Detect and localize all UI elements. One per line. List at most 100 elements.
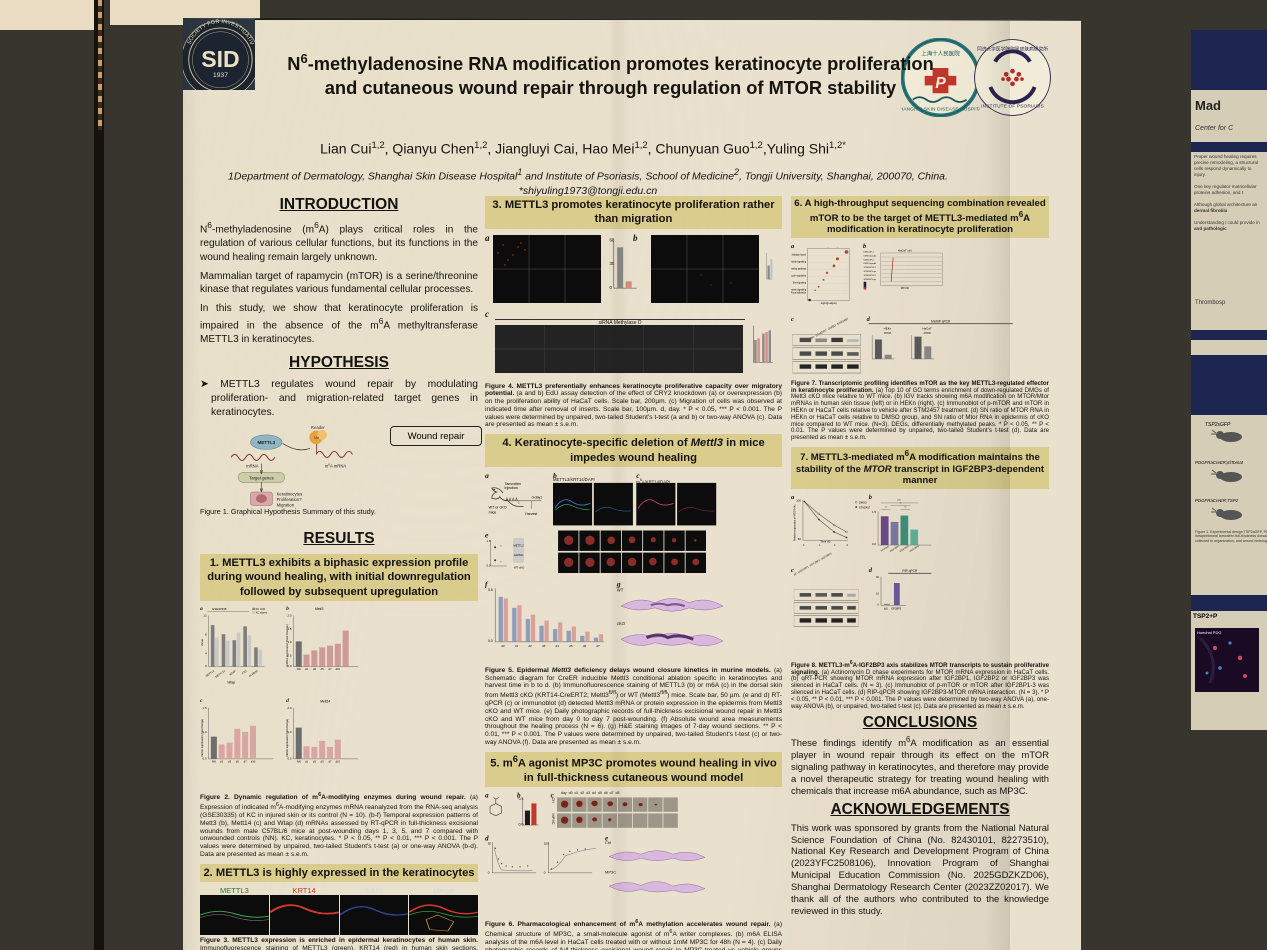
svg-text:d6: d6 xyxy=(583,644,587,648)
svg-text:Relative expression of MTOR (%: Relative expression of MTOR (%) xyxy=(793,504,796,541)
svg-text:HaCaT cell: HaCaT cell xyxy=(898,249,912,252)
svg-text:0: 0 xyxy=(205,664,207,668)
svg-text:30: 30 xyxy=(876,575,879,579)
svg-text:STM2457-InputA-2: STM2457-InputA-2 xyxy=(864,277,876,280)
svg-text:mRNA expression (fold change): mRNA expression (fold change) xyxy=(286,625,289,667)
svg-text:GAPDH: GAPDH xyxy=(514,553,523,557)
svg-text:d3: d3 xyxy=(542,644,546,648)
svg-text:-log10(p.adjust): -log10(p.adjust) xyxy=(820,302,837,305)
svg-text:0.3: 0.3 xyxy=(518,797,523,801)
svg-text:0.0: 0.0 xyxy=(872,542,876,546)
svg-text:METTL3: METTL3 xyxy=(257,440,275,445)
svg-text:0: 0 xyxy=(488,871,490,875)
svg-text:ALKBH5: ALKBH5 xyxy=(248,669,259,678)
svg-text:MTOR: MTOR xyxy=(884,332,891,335)
svg-text:0.5: 0.5 xyxy=(488,588,493,592)
svg-text:GSE30335: GSE30335 xyxy=(212,607,227,611)
svg-text:d4: d4 xyxy=(556,644,560,648)
svg-text:0: 0 xyxy=(803,543,805,546)
svg-text:d10: d10 xyxy=(336,760,341,764)
svg-text:NN: NN xyxy=(297,760,301,764)
svg-text:0.0: 0.0 xyxy=(488,639,493,643)
svg-text:**: ** xyxy=(900,502,902,505)
svg-text:STM2457-InputA-1: STM2457-InputA-1 xyxy=(864,270,876,273)
svg-text:INSTITUTE OF PSORIASIS: INSTITUTE OF PSORIASIS xyxy=(981,104,1044,110)
svg-text:d10: d10 xyxy=(336,667,341,671)
svg-text:Wnt signaling: Wnt signaling xyxy=(793,281,807,284)
svg-text:NN: NN xyxy=(297,667,301,671)
svg-text:MTOR: MTOR xyxy=(924,332,931,335)
svg-text:2.0: 2.0 xyxy=(287,614,292,618)
svg-text:d2: d2 xyxy=(528,644,532,648)
svg-text:mTOR signaling pathway: mTOR signaling pathway xyxy=(791,267,807,270)
svg-text:1: 1 xyxy=(819,543,821,546)
svg-text:FTO: FTO xyxy=(241,669,247,675)
svg-text:STM2457-IP-1: STM2457-IP-1 xyxy=(864,267,876,269)
svg-text:KC LCM: KC LCM xyxy=(256,608,265,611)
svg-text:d1: d1 xyxy=(305,667,308,671)
svg-text:DMSO: DMSO xyxy=(859,500,867,504)
svg-text:d3: d3 xyxy=(313,667,316,671)
svg-text:injection: injection xyxy=(505,486,518,490)
svg-text:DMSO-InputA-2: DMSO-InputA-2 xyxy=(864,262,876,265)
svg-text:2: 2 xyxy=(834,543,836,546)
svg-text:1937: 1937 xyxy=(213,72,228,79)
svg-text:50: 50 xyxy=(488,842,492,846)
svg-text:MTOR: MTOR xyxy=(901,286,909,290)
svg-text:d1: d1 xyxy=(515,644,519,648)
svg-text:mice: mice xyxy=(489,510,497,514)
svg-text:4: 4 xyxy=(205,652,207,656)
svg-text:0: 0 xyxy=(877,602,879,606)
svg-text:****: **** xyxy=(897,499,901,502)
svg-text:Ras protein signaling: Ras protein signaling xyxy=(791,288,807,291)
svg-text:Proliferation?: Proliferation? xyxy=(277,497,303,502)
svg-text:Me: Me xyxy=(314,436,319,440)
svg-text:d3: d3 xyxy=(228,760,231,764)
svg-text:0.0: 0.0 xyxy=(486,564,490,568)
svg-text:WT or cKO: WT or cKO xyxy=(489,506,507,510)
svg-text:Reader: Reader xyxy=(311,425,326,430)
svg-text:d5: d5 xyxy=(321,667,324,671)
svg-text:Time (h): Time (h) xyxy=(820,539,830,543)
svg-text:2.0: 2.0 xyxy=(287,706,292,710)
svg-text:Pathway Activity: Pathway Activity xyxy=(818,247,839,248)
svg-text:KC injured: KC injured xyxy=(256,612,268,615)
svg-text:1.5: 1.5 xyxy=(202,706,207,710)
svg-text:Translation initiation factor: Translation initiation factor xyxy=(791,253,806,256)
svg-text:SHANGHAI SKIN DISEASE HOSPITAL: SHANGHAI SKIN DISEASE HOSPITAL xyxy=(901,107,980,113)
svg-text:**: ** xyxy=(885,507,887,509)
svg-text:8: 8 xyxy=(205,632,207,636)
svg-text:d7: d7 xyxy=(596,644,600,648)
svg-text:d5: d5 xyxy=(236,760,239,764)
svg-text:d-day1: d-day1 xyxy=(532,495,543,499)
svg-text:0.0: 0.0 xyxy=(518,823,523,827)
svg-text:0: 0 xyxy=(544,871,546,875)
svg-text:10: 10 xyxy=(876,591,879,595)
svg-text:mRNA: mRNA xyxy=(246,464,259,469)
svg-text:mRNA expression (fold change): mRNA expression (fold change) xyxy=(201,719,204,757)
svg-text:METTL3: METTL3 xyxy=(205,669,216,678)
svg-text:12: 12 xyxy=(203,614,207,618)
svg-text:DMSO-IP-1: DMSO-IP-1 xyxy=(864,251,874,253)
svg-text:WTAP: WTAP xyxy=(228,669,236,677)
svg-text:Mett14: Mett14 xyxy=(320,699,330,703)
svg-text:HEKn: HEKn xyxy=(884,326,892,330)
svg-text:d5: d5 xyxy=(569,644,573,648)
svg-text:Wtap: Wtap xyxy=(227,681,235,685)
svg-text:d7: d7 xyxy=(328,667,331,671)
svg-text:30: 30 xyxy=(610,261,615,266)
svg-text:mRNA expression (fold change): mRNA expression (fold change) xyxy=(286,719,289,757)
svg-text:d7: d7 xyxy=(328,760,331,764)
svg-text:Cell cycle regulation: Cell cycle regulation xyxy=(791,274,807,277)
svg-text:d0: d0 xyxy=(501,644,505,648)
svg-text:100: 100 xyxy=(796,498,801,502)
svg-text:Keratinocytes: Keratinocytes xyxy=(277,492,303,497)
svg-text:IgG: IgG xyxy=(884,607,888,610)
svg-text:WT cKO: WT cKO xyxy=(514,565,525,569)
svg-text:d5: d5 xyxy=(321,760,324,764)
svg-text:1.5: 1.5 xyxy=(486,539,490,543)
svg-text:NN: NN xyxy=(212,760,216,764)
svg-text:60: 60 xyxy=(610,237,615,242)
svg-text:d7: d7 xyxy=(244,760,247,764)
svg-text:SID: SID xyxy=(201,46,239,72)
